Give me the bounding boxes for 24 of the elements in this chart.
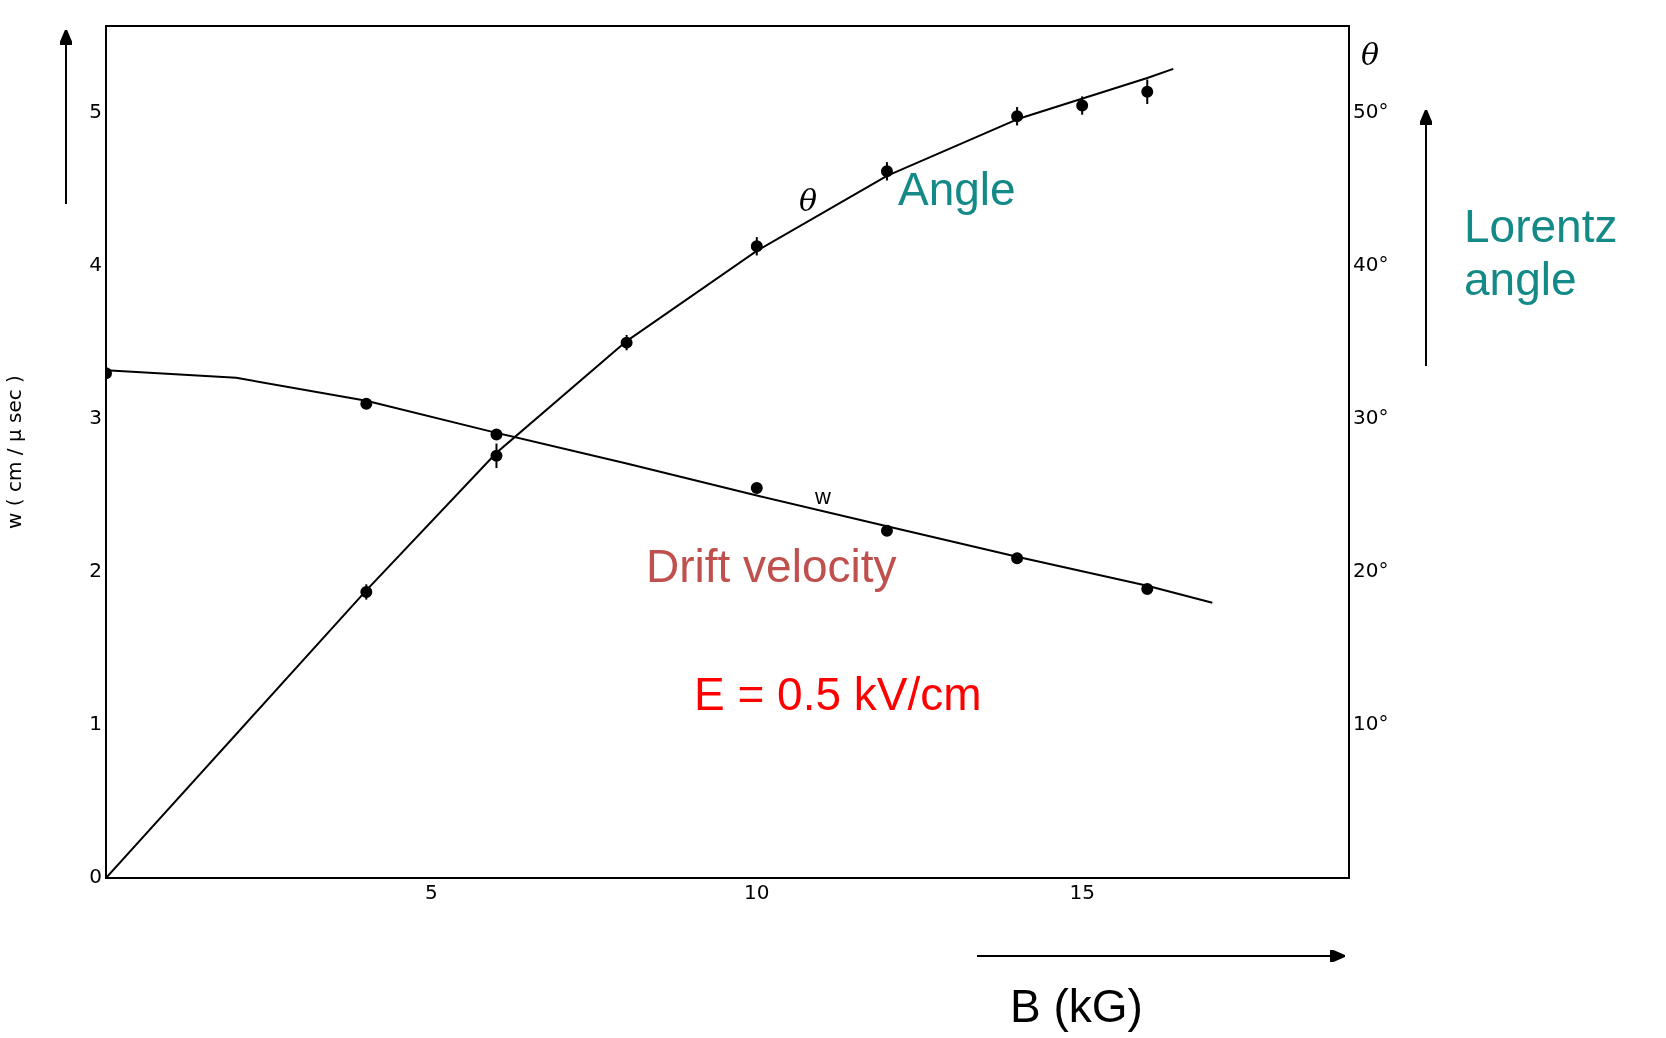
- x-axis-title: B (kG): [1010, 980, 1143, 1033]
- annotation: θ: [799, 183, 818, 219]
- y2-tick-label: 20°: [1353, 558, 1389, 583]
- y2-tick-label: 40°: [1353, 252, 1389, 277]
- y2-tick-label: 50°: [1353, 99, 1389, 124]
- text: Lorentz angle: [1464, 200, 1619, 306]
- y2-tick-label: 10°: [1353, 711, 1389, 736]
- y-tick-label: 5: [89, 99, 102, 124]
- y2-tick-label: 30°: [1353, 405, 1389, 430]
- y-tick-label: 2: [89, 558, 102, 583]
- x-tick-label: 10: [744, 880, 770, 905]
- y-tick-label: 1: [89, 711, 102, 736]
- y-tick-label: 0: [89, 864, 102, 889]
- point: [750, 481, 763, 494]
- annotation: w: [815, 484, 831, 510]
- annotation: Drift velocity: [646, 540, 897, 593]
- x-tick-label: 5: [425, 880, 438, 905]
- y-tick-label: 4: [89, 252, 102, 277]
- annotation: Angle: [898, 163, 1016, 216]
- y2-axis-title: θ: [1361, 37, 1380, 73]
- y-tick-label: 3: [89, 405, 102, 430]
- y-axis-title: w ( cm / μ sec ): [2, 375, 27, 529]
- x-tick-label: 15: [1069, 880, 1095, 905]
- annotation: E = 0.5 kV/cm: [694, 668, 982, 721]
